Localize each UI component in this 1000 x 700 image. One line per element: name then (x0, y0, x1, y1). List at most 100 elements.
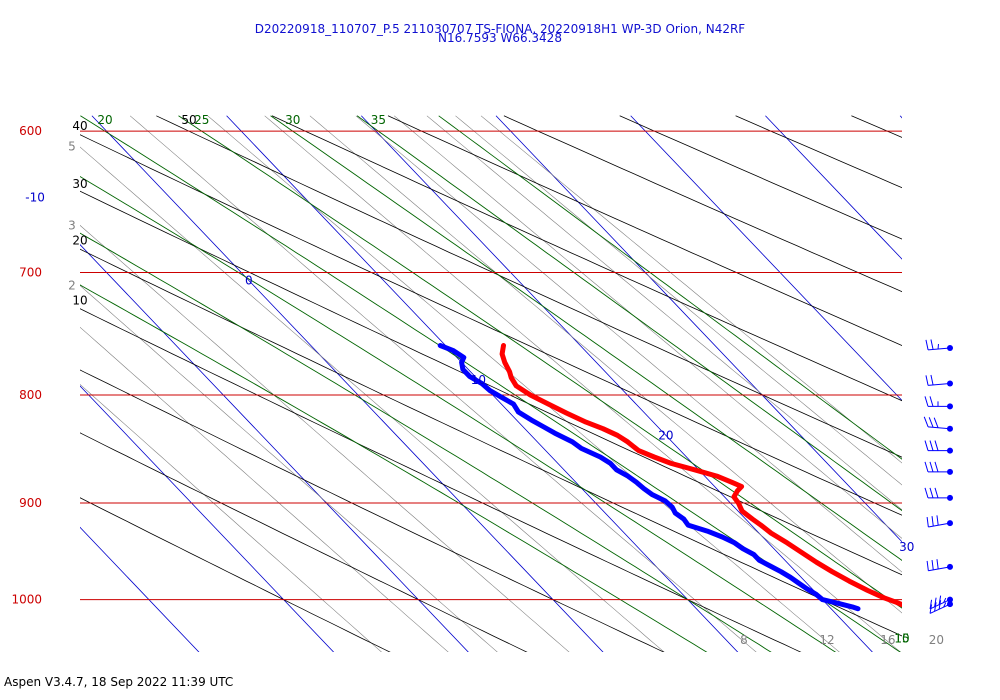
isotherm-label: -10 (25, 190, 45, 204)
wind-barb-staff (929, 603, 951, 614)
dry-adiabat-line (80, 308, 802, 652)
wind-barb (923, 416, 953, 432)
wind-barb (929, 600, 953, 614)
isotherm-line (80, 526, 200, 652)
wind-barb-flag (934, 597, 937, 607)
wind-barb-flag (934, 602, 937, 612)
wind-barb-flag (929, 461, 934, 473)
mixing-ratio-line (394, 115, 902, 539)
mixing-ratio-line (80, 383, 382, 652)
mixing-ratio-line (207, 115, 840, 652)
dry-adiabat-line (156, 115, 902, 458)
wind-barb-flag (938, 595, 942, 605)
wind-barb-flag (933, 417, 939, 428)
wind-barb-flag (936, 559, 939, 570)
sounding-profiles (437, 343, 902, 612)
dry-adiabat-line (80, 248, 902, 637)
pressure-tick-label: 1000 (11, 593, 42, 607)
wind-barbs (923, 339, 953, 614)
moist-adiabat-line (80, 284, 708, 652)
mixing-ratio-label: 3 (68, 218, 76, 232)
mixing-ratio-line (80, 285, 498, 652)
moist-adiabat-lines (80, 115, 902, 652)
wind-barb-flag (928, 417, 934, 428)
isotherm-line (495, 115, 902, 543)
wind-barb-flag (929, 599, 933, 609)
dry-adiabat-label: 20 (72, 234, 87, 248)
mixing-ratio-line (80, 224, 570, 652)
wind-barb-flag (931, 516, 934, 527)
dry-adiabat-line (851, 115, 902, 138)
isotherm-line (91, 115, 604, 652)
dry-adiabat-line (80, 190, 902, 576)
temperature-profile (499, 343, 902, 608)
isotherm-label: 0 (245, 273, 253, 287)
dewpoint-profile (437, 343, 861, 612)
isotherm-line (630, 115, 902, 402)
chart-subtitle: N16.7593 W66.3428 (438, 31, 562, 45)
wind-barb (926, 515, 953, 528)
mixing-ratio-label: 16 (880, 633, 895, 647)
wind-barb (925, 339, 953, 351)
wind-barb-staff (928, 382, 951, 386)
wind-barb-flag (938, 600, 942, 610)
mixing-ratio-label: 20 (929, 633, 944, 647)
moist-adiabat-line (438, 115, 902, 460)
mixing-ratio-line (129, 115, 757, 652)
moist-adiabat-label: 15 (894, 631, 909, 645)
dry-adiabat-lines (80, 115, 902, 652)
wind-barb (924, 440, 953, 454)
wind-barb-flag (923, 416, 929, 427)
dry-adiabat-label: 50 (181, 113, 196, 127)
isotherm-line (765, 115, 902, 260)
wind-barb-flag (934, 461, 939, 473)
wind-barb-flag (929, 487, 934, 499)
wind-barb-flag (929, 440, 934, 451)
mixing-ratio-line (264, 115, 901, 652)
wind-barb (924, 396, 953, 410)
pressure-tick-label: 700 (19, 266, 42, 280)
wind-barb-staff (928, 522, 951, 528)
dry-adiabat-label: 40 (72, 119, 87, 133)
isotherm-label: 10 (471, 373, 486, 387)
wind-barb-staff (928, 426, 951, 430)
moist-adiabat-label: 10 (894, 631, 909, 645)
isotherm-label: 30 (899, 540, 914, 554)
mixing-ratio-label: 12 (819, 633, 834, 647)
mixing-ratio-line (80, 326, 449, 652)
chart-title: D20220918_110707_P.5 211030707 TS-FIONA,… (254, 22, 746, 36)
wind-barb (925, 374, 953, 387)
mixing-ratio-label: 8 (740, 633, 748, 647)
moist-adiabat-label: 30 (285, 113, 300, 127)
wind-barb-flag (925, 375, 929, 386)
isotherm-label: 20 (658, 428, 673, 442)
mixing-ratio-line (355, 115, 902, 573)
moist-adiabat-line (178, 115, 902, 609)
moist-adiabat-line (270, 115, 902, 561)
wind-barb-flag (934, 487, 939, 499)
mixing-ratio-label: 2 (68, 279, 76, 293)
dry-adiabat-line (503, 115, 902, 293)
dry-adiabat-line (619, 115, 902, 240)
wind-barb-flag (926, 517, 929, 528)
dry-adiabat-label: 10 (72, 293, 87, 307)
wind-barb-flag (929, 396, 934, 407)
axis-labels: 6007008009001000-10010203081216203040235… (11, 113, 944, 647)
wind-barb (926, 559, 953, 572)
moist-adiabat-line (80, 175, 837, 652)
dry-adiabat-line (80, 497, 391, 652)
mixing-ratio-line (426, 115, 902, 511)
wind-barb-halfflag (943, 597, 947, 603)
wind-barb-staff (928, 566, 951, 572)
dry-adiabat-line (80, 134, 902, 516)
mixing-ratio-label: 5 (68, 139, 76, 153)
mixing-ratio-line (480, 115, 902, 464)
isotherm-line (80, 385, 335, 652)
pressure-tick-label: 600 (19, 124, 42, 138)
wind-barb-flag (924, 440, 929, 451)
wind-barb-flag (931, 559, 934, 570)
moist-adiabat-line (356, 115, 902, 512)
dry-adiabat-line (735, 115, 902, 189)
wind-barb-flag (924, 487, 929, 499)
